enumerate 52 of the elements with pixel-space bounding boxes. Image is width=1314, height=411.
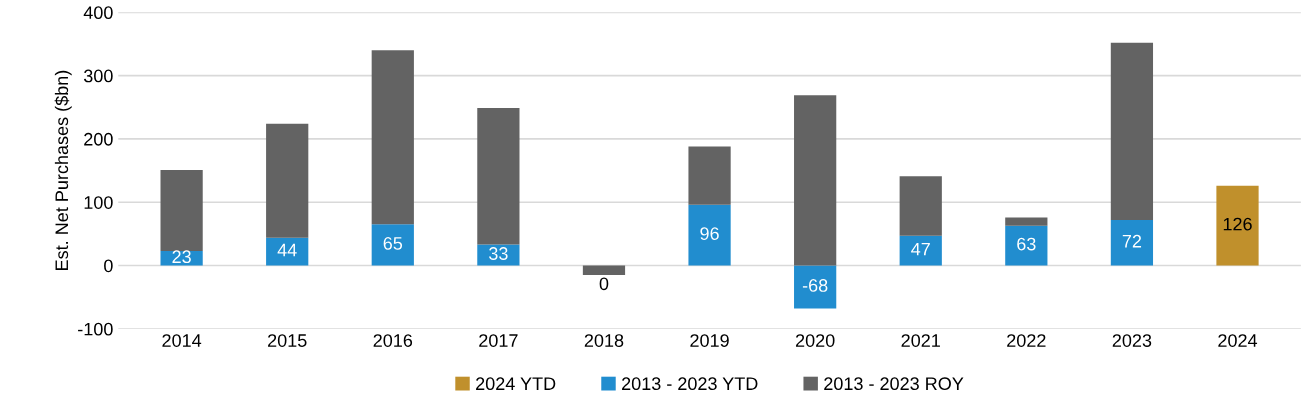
data-label: 44 <box>277 243 297 257</box>
y-tick-label: 200 <box>84 132 113 146</box>
bar <box>1005 225 1048 266</box>
bar <box>266 237 309 266</box>
legend-label: 2013 - 2023 ROY <box>824 377 964 391</box>
x-tick-label: 2015 <box>268 334 307 347</box>
y-tick-label: 100 <box>84 196 113 209</box>
data-label: 33 <box>489 247 508 260</box>
y-tick-label: 300 <box>83 69 113 83</box>
bar <box>899 176 942 236</box>
legend-label: 2013 - 2023 YTD <box>622 377 758 391</box>
x-tick-label: 2022 <box>1007 334 1046 347</box>
bar <box>688 204 731 266</box>
data-label: 126 <box>1223 217 1252 231</box>
data-label: -68 <box>802 279 828 292</box>
y-tick-label: 400 <box>83 6 113 20</box>
data-label: 96 <box>700 227 719 240</box>
bar <box>371 224 414 266</box>
bar <box>160 169 203 251</box>
bar <box>794 95 837 266</box>
x-tick-label: 2021 <box>901 334 940 347</box>
x-tick-label: 2023 <box>1112 334 1152 347</box>
y-axis-title: Est. Net Purchases ($bn) <box>54 70 72 270</box>
x-tick-label: 2014 <box>162 334 202 347</box>
bar <box>1110 219 1154 266</box>
x-tick-label: 2024 <box>1218 334 1258 347</box>
x-tick-label: 2020 <box>795 334 835 347</box>
data-label: 65 <box>383 237 403 250</box>
data-label: 47 <box>911 242 930 256</box>
bar <box>1110 42 1154 220</box>
x-tick-label: 2017 <box>479 334 518 347</box>
bar <box>1005 217 1048 226</box>
bar <box>688 146 731 205</box>
data-label: 63 <box>1017 237 1036 251</box>
data-label: 23 <box>172 250 191 264</box>
bar <box>899 235 942 266</box>
x-tick-label: 2016 <box>373 334 413 347</box>
y-tick-label: 0 <box>104 259 113 273</box>
x-tick-label: 2019 <box>690 334 729 347</box>
y-tick-label: -100 <box>78 322 113 336</box>
bar <box>477 244 520 266</box>
bar <box>477 107 520 245</box>
x-tick-label: 2018 <box>584 334 624 347</box>
data-label: 0 <box>599 277 609 291</box>
bar <box>266 123 309 238</box>
bar <box>160 250 203 266</box>
bar <box>794 265 837 309</box>
bar <box>582 265 626 275</box>
bar <box>371 50 414 225</box>
data-label: 72 <box>1122 234 1142 248</box>
legend-label: 2024 YTD <box>476 377 556 391</box>
bar <box>1216 185 1259 266</box>
